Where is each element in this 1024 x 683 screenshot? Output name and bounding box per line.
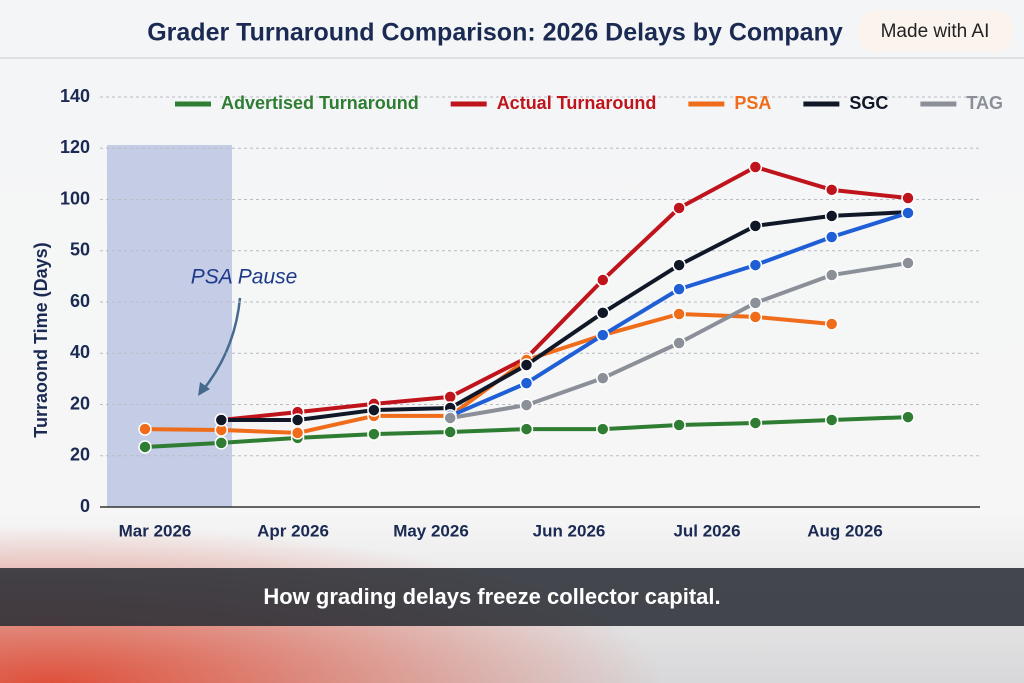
series-point — [748, 310, 763, 324]
series-point — [443, 390, 457, 404]
series-point — [367, 427, 381, 441]
series-point — [901, 256, 915, 270]
series-point — [519, 358, 534, 372]
y-tick-label: 20 — [70, 393, 90, 413]
annotation-arrow — [202, 297, 242, 391]
y-tick-label: 0 — [80, 496, 90, 516]
series-point — [824, 183, 839, 197]
series-point — [824, 413, 839, 427]
series-point — [824, 209, 839, 223]
x-tick-label: Aug 2026 — [807, 521, 883, 540]
x-tick-label: Jul 2026 — [673, 521, 740, 540]
caption-band — [0, 568, 1024, 626]
series-point — [748, 160, 763, 174]
y-tick-label: 140 — [60, 86, 90, 106]
y-tick-label: 100 — [60, 188, 90, 208]
legend-label: SGC — [849, 93, 888, 113]
series-point — [672, 307, 686, 321]
legend-label: TAG — [966, 93, 1003, 113]
x-tick-label: Mar 2026 — [119, 521, 192, 540]
y-tick-label: 60 — [70, 291, 90, 311]
series-point — [138, 440, 152, 454]
series-point — [596, 273, 610, 287]
series-point — [596, 328, 610, 342]
y-tick-label: 50 — [70, 240, 90, 260]
series-point — [672, 336, 686, 350]
legend-label: Actual Turnaround — [497, 93, 657, 113]
series-point — [824, 268, 839, 282]
series-point — [824, 230, 839, 244]
series-point — [519, 398, 534, 412]
series-point — [214, 413, 229, 427]
legend-label: Advertised Turnaround — [221, 93, 419, 113]
y-tick-label: 120 — [60, 137, 90, 157]
series-line — [221, 210, 909, 423]
y-tick-label: 20 — [70, 445, 90, 465]
series-point — [214, 436, 229, 450]
caption: How grading delays freeze collector capi… — [263, 584, 720, 609]
series-point — [901, 206, 915, 220]
legend-label: PSA — [734, 93, 771, 113]
series-point — [519, 376, 534, 390]
badge — [858, 10, 1013, 52]
x-tick-label: Jun 2026 — [533, 521, 606, 540]
series-line — [221, 164, 909, 423]
series-point — [443, 425, 457, 439]
series-point — [138, 422, 152, 436]
series-point — [672, 282, 686, 296]
series-point — [672, 418, 686, 432]
y-axis-label: Turraoond Time (Days) — [31, 242, 51, 437]
series-point — [824, 317, 839, 331]
series-point — [748, 219, 763, 233]
chart-title: Grader Turnaround Comparison: 2026 Delay… — [147, 19, 843, 47]
y-tick-label: 40 — [70, 342, 90, 362]
annotation: PSA Pause — [191, 266, 298, 289]
series-point — [596, 422, 610, 436]
series-point — [290, 413, 305, 427]
series-point — [290, 426, 305, 440]
series-point — [672, 201, 686, 215]
series-point — [748, 258, 763, 272]
series-point — [901, 410, 915, 424]
series-point — [596, 371, 610, 385]
series-point — [596, 306, 610, 320]
series-point — [443, 411, 457, 425]
series-point — [748, 296, 763, 310]
series-point — [748, 416, 763, 430]
x-tick-label: Apr 2026 — [257, 521, 329, 540]
x-tick-label: May 2026 — [393, 521, 469, 540]
series-point — [672, 258, 686, 272]
series-point — [519, 422, 534, 436]
series-point — [367, 403, 381, 417]
badge-text: Made with AI — [881, 21, 990, 42]
series-point — [901, 191, 915, 205]
annotation-arrowhead — [198, 382, 210, 396]
